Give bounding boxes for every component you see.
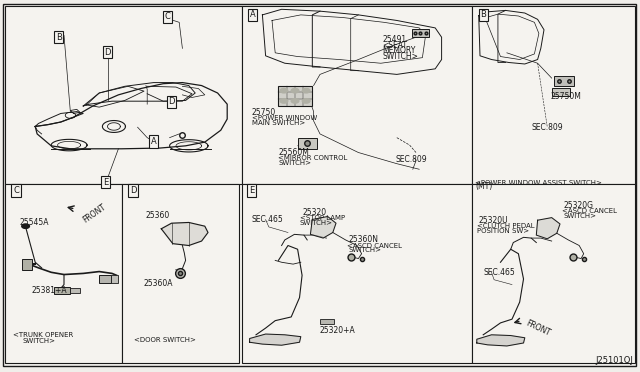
Text: 25560M: 25560M [278, 148, 309, 157]
Polygon shape [536, 218, 560, 239]
Circle shape [302, 99, 310, 103]
Bar [242, 184, 472, 363]
Text: 25320: 25320 [302, 208, 326, 217]
Circle shape [280, 89, 288, 93]
Text: SEC.809: SEC.809 [396, 155, 427, 164]
Text: 25360A: 25360A [144, 279, 173, 288]
Bar [5, 184, 122, 363]
Text: <POWER WINDOW ASSIST SWITCH>: <POWER WINDOW ASSIST SWITCH> [475, 180, 602, 186]
Bar [278, 86, 312, 106]
Bar [412, 29, 429, 37]
Text: <STOP LAMP: <STOP LAMP [300, 215, 345, 221]
Bar [472, 184, 635, 363]
Bar [122, 184, 239, 363]
Text: SEC.809: SEC.809 [531, 123, 563, 132]
Text: 25750: 25750 [252, 108, 276, 117]
Text: E: E [249, 186, 254, 195]
Text: 25320+A: 25320+A [320, 326, 356, 335]
Text: <MIRROR CONTROL: <MIRROR CONTROL [278, 155, 348, 161]
Text: 25320G: 25320G [563, 201, 593, 210]
Text: FRONT: FRONT [81, 203, 108, 225]
Polygon shape [477, 335, 525, 346]
Text: MAIN SWITCH>: MAIN SWITCH> [252, 120, 305, 126]
Circle shape [291, 99, 299, 103]
Text: 25381+A: 25381+A [32, 286, 68, 295]
Text: <ASCD CANCEL: <ASCD CANCEL [562, 208, 617, 214]
Text: SWITCH>: SWITCH> [278, 160, 312, 166]
Bar [22, 259, 32, 270]
Text: 25360N: 25360N [349, 235, 379, 244]
Bar [70, 288, 80, 293]
Text: E: E [103, 178, 108, 187]
Circle shape [22, 224, 29, 228]
Text: SWITCH>: SWITCH> [383, 52, 419, 61]
Polygon shape [250, 334, 301, 345]
Text: 25360: 25360 [146, 211, 170, 219]
Text: D: D [104, 48, 111, 57]
Text: SEC.465: SEC.465 [483, 268, 515, 277]
Bar [5, 6, 242, 184]
Text: <SEAT: <SEAT [383, 41, 408, 50]
Text: B: B [56, 33, 62, 42]
Text: D: D [168, 97, 175, 106]
Text: <TRUNK OPENER: <TRUNK OPENER [13, 332, 73, 338]
Text: POSITION SW>: POSITION SW> [477, 228, 529, 234]
Text: C: C [164, 12, 171, 21]
Text: <CLUTCH PEDAL: <CLUTCH PEDAL [477, 223, 534, 229]
Polygon shape [161, 222, 208, 246]
Text: 25750M: 25750M [550, 92, 581, 101]
Text: MEMORY: MEMORY [383, 46, 416, 55]
Text: B: B [480, 10, 486, 19]
Text: 25320U: 25320U [479, 216, 508, 225]
Bar [552, 88, 570, 96]
Polygon shape [310, 217, 336, 238]
Circle shape [302, 89, 310, 93]
Text: A: A [151, 137, 156, 146]
Text: <ASCD CANCEL: <ASCD CANCEL [347, 243, 402, 248]
Text: SWITCH>: SWITCH> [349, 247, 382, 253]
Text: <DOOR SWITCH>: <DOOR SWITCH> [134, 337, 196, 343]
Text: <POWER WINDOW: <POWER WINDOW [252, 115, 317, 121]
Text: 25491: 25491 [383, 35, 407, 44]
Text: 25545A: 25545A [19, 218, 49, 227]
Bar [472, 6, 635, 184]
Text: SWITCH>: SWITCH> [563, 213, 596, 219]
Circle shape [280, 99, 288, 103]
Text: D: D [130, 186, 136, 195]
Text: FRONT: FRONT [525, 318, 552, 338]
Text: SWITCH>: SWITCH> [22, 339, 56, 344]
Text: C: C [13, 186, 19, 195]
Text: (MT): (MT) [475, 182, 492, 191]
Bar [320, 319, 334, 324]
Bar [99, 275, 111, 283]
Text: J25101QJ: J25101QJ [596, 356, 634, 365]
Bar [242, 6, 472, 184]
Bar [111, 275, 118, 283]
Bar [54, 287, 70, 294]
Bar [298, 138, 317, 149]
Circle shape [291, 89, 299, 93]
Text: SEC.465: SEC.465 [252, 215, 284, 224]
Bar [554, 76, 574, 86]
Text: A: A [250, 10, 255, 19]
Text: SWITCH>: SWITCH> [300, 220, 333, 226]
